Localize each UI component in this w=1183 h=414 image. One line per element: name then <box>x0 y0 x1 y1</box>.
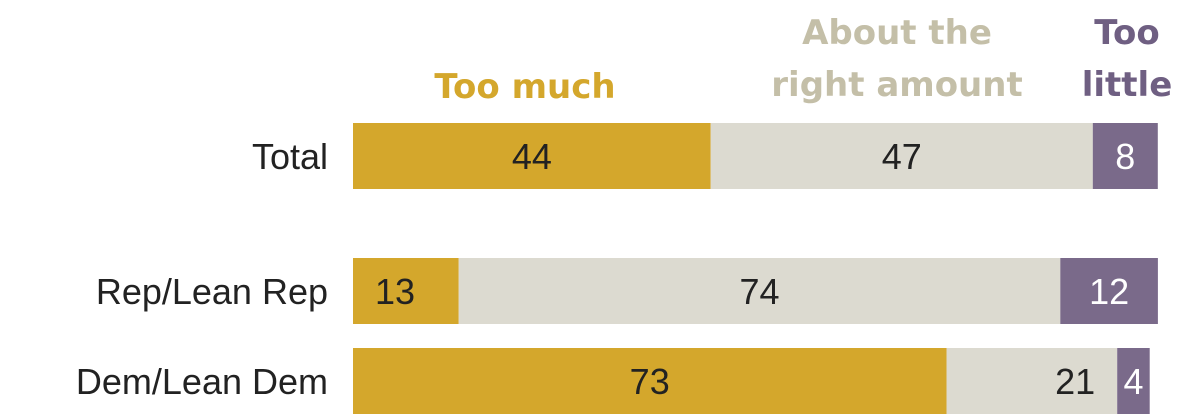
bar-total-too-little <box>1092 123 1158 189</box>
value-label-rep-lean-rep-about-the-right-amount: 74 <box>739 271 779 312</box>
value-label-rep-lean-rep-too-little: 12 <box>1089 271 1129 312</box>
chart-rows: Total 44 47 8 Rep/Lean Rep 13 74 12 Dem/Lean Dem… <box>76 123 1158 414</box>
legend: Too much About the right amount Too little <box>434 13 1172 107</box>
legend-about-the-right-amount-line-1: About the <box>802 13 992 53</box>
bar-total-about-the-right-amount <box>710 123 1093 189</box>
value-label-total-too-little: 8 <box>1115 136 1135 177</box>
bar-rep-lean-rep-too-little <box>1060 258 1158 324</box>
bar-dem-lean-dem-too-much <box>353 348 947 414</box>
category-label-rep-lean-rep: Rep/Lean Rep <box>96 271 328 312</box>
value-label-rep-lean-rep-too-much: 13 <box>375 271 415 312</box>
bar-rep-lean-rep-too-much <box>353 258 459 324</box>
value-label-total-too-much: 44 <box>512 136 552 177</box>
bar-total-too-much <box>353 123 711 189</box>
bar-dem-lean-dem-about-the-right-amount <box>946 348 1118 414</box>
legend-about-the-right-amount-line-2: right amount <box>771 65 1022 105</box>
value-label-dem-lean-dem-too-much: 73 <box>630 361 670 402</box>
value-label-dem-lean-dem-about-the-right-amount: 21 <box>1055 361 1095 402</box>
legend-too-little-line-1: Too <box>1094 13 1159 53</box>
category-label-dem-lean-dem: Dem/Lean Dem <box>76 361 328 402</box>
category-label-total: Total <box>252 136 328 177</box>
bar-rep-lean-rep-about-the-right-amount <box>458 258 1061 324</box>
bar-dem-lean-dem-too-little <box>1117 348 1150 414</box>
value-label-total-about-the-right-amount: 47 <box>882 136 922 177</box>
value-label-dem-lean-dem-too-little: 4 <box>1123 361 1143 402</box>
legend-too-little-line-2: little <box>1082 65 1173 105</box>
legend-too-much-line-1: Too much <box>434 67 615 107</box>
